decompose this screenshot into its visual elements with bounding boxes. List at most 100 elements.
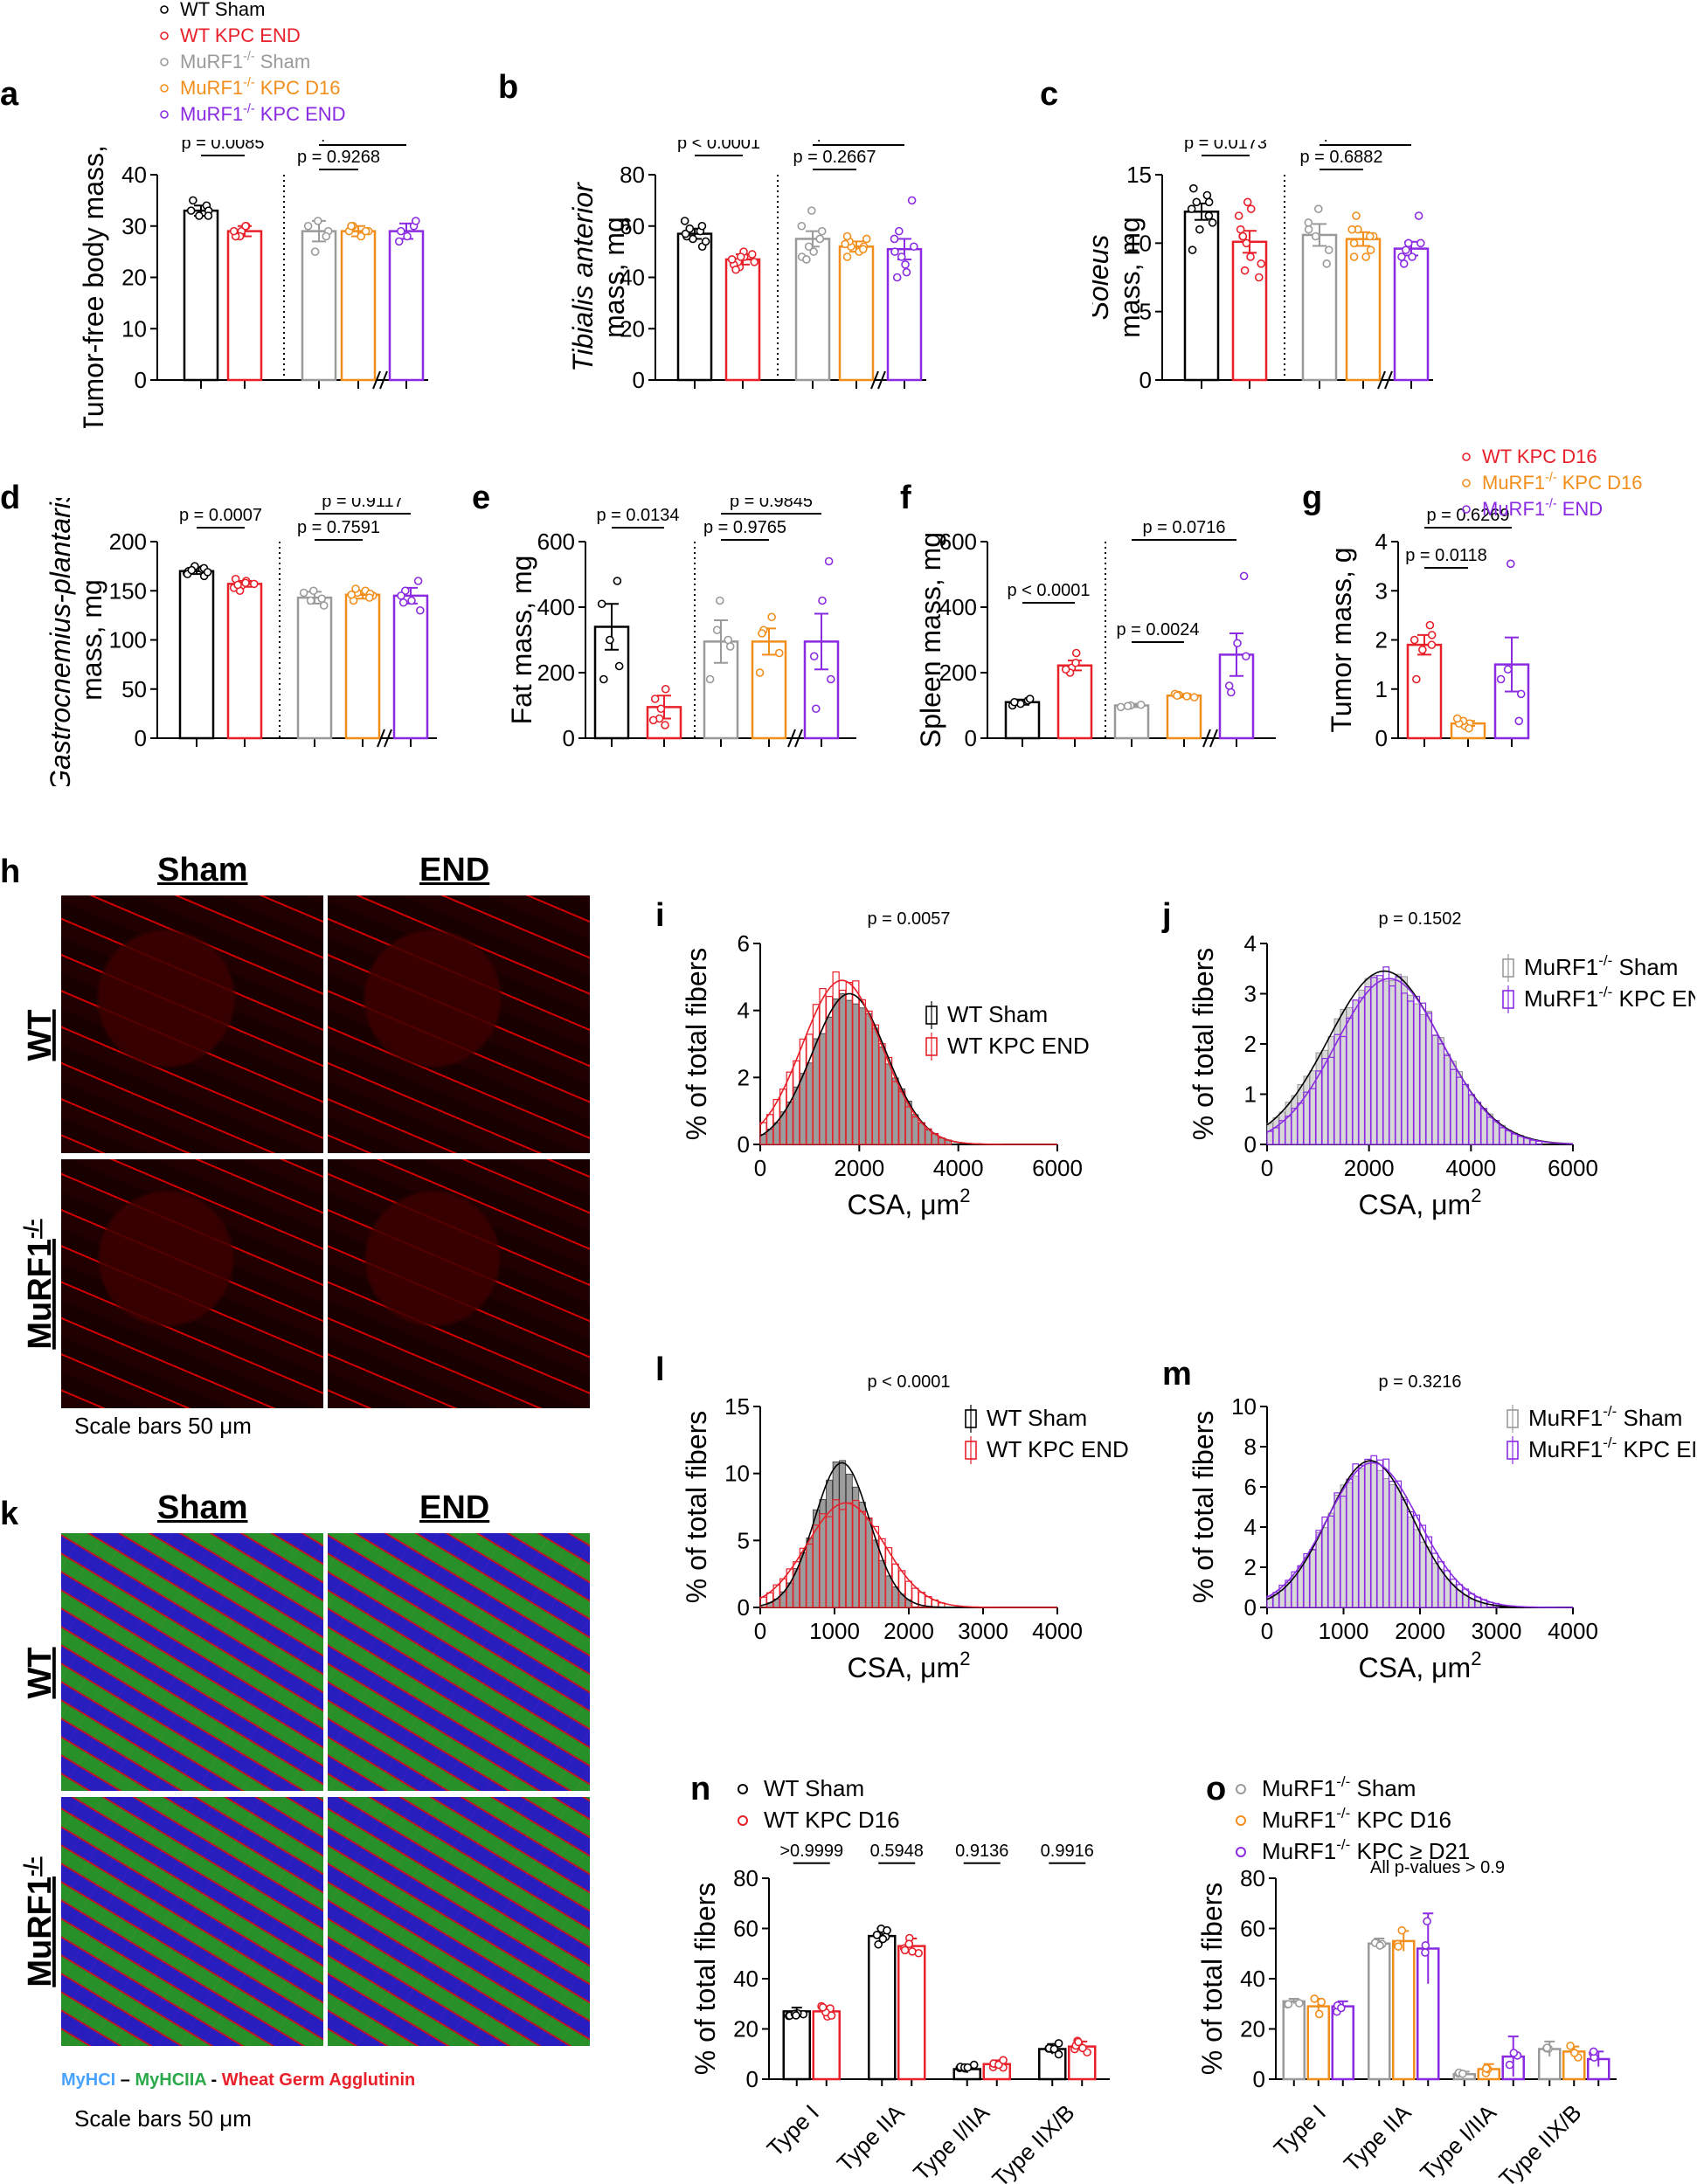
panel-label-g: g bbox=[1302, 480, 1322, 516]
data-point bbox=[1397, 1925, 1407, 1935]
bar bbox=[1056, 664, 1093, 740]
histogram-bar-series-0 bbox=[1413, 1003, 1420, 1145]
data-point bbox=[1254, 273, 1264, 282]
y-tick-label: 0 bbox=[1244, 1131, 1257, 1158]
data-point bbox=[908, 1947, 917, 1956]
y-tick-label: 20 bbox=[121, 265, 147, 291]
data-point bbox=[650, 695, 660, 703]
data-point bbox=[1421, 1941, 1430, 1950]
data-point bbox=[901, 260, 910, 269]
panel-label-k: k bbox=[0, 1496, 19, 1532]
legend-label-0: WT KPC D16 bbox=[1482, 446, 1597, 467]
legend-label-4: MuRF1-/- KPC END bbox=[180, 102, 346, 125]
fit-curve-series-1 bbox=[1266, 1462, 1573, 1608]
data-point bbox=[812, 704, 821, 714]
histogram-bar-series-0 bbox=[1315, 1052, 1322, 1145]
data-point bbox=[1192, 197, 1202, 207]
p-value-label: 0.9916 bbox=[1041, 1842, 1094, 1861]
x-tick-label: 0 bbox=[1261, 1618, 1273, 1644]
chart-title: p < 0.0001 bbox=[867, 1372, 950, 1392]
y-tick-label: 10 bbox=[121, 315, 147, 342]
y-tick-label: 4 bbox=[1244, 1514, 1257, 1540]
histogram-bar-series-0 bbox=[1474, 1102, 1481, 1145]
histogram-bar-series-0 bbox=[1419, 1541, 1426, 1608]
legend-label-1: MuRF1-/- KPC D16 bbox=[1262, 1805, 1451, 1833]
data-point bbox=[186, 206, 196, 215]
histogram-bar-series-0 bbox=[1437, 1568, 1444, 1608]
y-tick-label: 2 bbox=[1375, 627, 1388, 653]
chart-c-soleus: 0 5 10 15 Soleusmass, mg p = 0.0173 p = 0.6882… bbox=[1092, 140, 1433, 393]
data-point bbox=[606, 635, 614, 645]
data-point bbox=[347, 221, 356, 231]
histogram-bar-series-0 bbox=[1468, 1599, 1475, 1608]
bar bbox=[392, 594, 429, 740]
data-point bbox=[187, 565, 197, 575]
histogram-bar-series-0 bbox=[1303, 1075, 1310, 1145]
data-point bbox=[872, 1931, 882, 1939]
top-legend: WT Sham WT KPC END MuRF1-/- Sham MuRF1-/- K… bbox=[160, 0, 346, 125]
panel-label-a: a bbox=[0, 76, 19, 113]
data-point bbox=[303, 221, 313, 231]
y-tick-label: 60 bbox=[1240, 1916, 1265, 1942]
axis-break-mark bbox=[379, 370, 388, 390]
data-point bbox=[1243, 197, 1252, 207]
legend-label-1: MuRF1-/- KPC END bbox=[1528, 1434, 1695, 1462]
k-image-murf1-end bbox=[328, 1797, 590, 2046]
p-value-label: 0.5948 bbox=[870, 1842, 924, 1861]
data-point bbox=[306, 596, 315, 605]
fit-curve-series-1 bbox=[759, 1502, 1057, 1608]
data-point bbox=[361, 226, 371, 236]
data-point bbox=[1365, 232, 1375, 241]
bar bbox=[226, 230, 263, 382]
y-tick-label: 20 bbox=[1240, 2016, 1265, 2042]
p-value-label: p = 0.3331 bbox=[817, 140, 900, 142]
y-tick-label: 0 bbox=[135, 367, 147, 393]
y-tick-label: 4 bbox=[1244, 930, 1257, 957]
y-axis-label: Fat mass, mg bbox=[506, 556, 537, 725]
data-point bbox=[883, 1925, 891, 1935]
histogram-bar-series-0 bbox=[832, 998, 840, 1145]
histogram-bar-series-0 bbox=[1321, 1527, 1328, 1608]
y-tick-label: 15 bbox=[1126, 162, 1152, 188]
histogram-bar-series-0 bbox=[878, 1559, 886, 1608]
x-tick-label: 0 bbox=[754, 1618, 766, 1644]
histogram-bar-series-0 bbox=[1327, 1512, 1334, 1608]
legend-marker-2 bbox=[160, 58, 169, 66]
data-point bbox=[412, 217, 420, 225]
legend-label-0: WT Sham bbox=[947, 1001, 1048, 1027]
x-category-label: Type I bbox=[1269, 2099, 1331, 2161]
histogram-bar-series-0 bbox=[1437, 1037, 1444, 1145]
panel-label-i: i bbox=[655, 897, 665, 934]
data-point bbox=[614, 661, 624, 671]
bar bbox=[1393, 247, 1430, 382]
h-image-wt-sham bbox=[61, 895, 323, 1153]
data-point bbox=[1187, 204, 1196, 213]
histogram-bar-series-0 bbox=[1480, 1108, 1487, 1145]
histogram-bar-series-0 bbox=[1419, 1013, 1426, 1145]
histogram-bar-series-0 bbox=[1297, 1084, 1304, 1145]
data-point bbox=[807, 206, 816, 215]
histogram-bar-series-0 bbox=[1413, 1529, 1420, 1608]
x-axis-label: CSA, μm2 bbox=[1359, 1648, 1482, 1683]
legend-label-0: MuRF1-/- Sham bbox=[1524, 952, 1678, 980]
data-point bbox=[249, 579, 259, 589]
axis-break-mark bbox=[1377, 370, 1386, 390]
legend-marker-0 bbox=[1462, 453, 1471, 461]
y-tick-label: 40 bbox=[733, 1966, 758, 1992]
y-tick-label: 80 bbox=[733, 1865, 758, 1891]
y-tick-label: 0 bbox=[633, 367, 645, 393]
histogram-bar-series-0 bbox=[813, 1038, 820, 1145]
p-value-label: 0.9136 bbox=[955, 1842, 1008, 1861]
p-value-label: p = 0.6882 bbox=[1299, 148, 1382, 167]
k-stain-legend: MyHCI – MyHCIIA - Wheat Germ Agglutinin bbox=[61, 2070, 415, 2091]
data-point bbox=[1233, 639, 1242, 648]
x-tick-label: 0 bbox=[754, 1155, 766, 1181]
histogram-bar-series-0 bbox=[839, 993, 847, 1145]
bar bbox=[1406, 643, 1443, 740]
data-point bbox=[1310, 1994, 1319, 2003]
y-tick-label: 4 bbox=[1375, 529, 1388, 555]
bar bbox=[226, 583, 263, 740]
histogram-bar-series-0 bbox=[1468, 1095, 1475, 1145]
data-point bbox=[1071, 648, 1081, 658]
